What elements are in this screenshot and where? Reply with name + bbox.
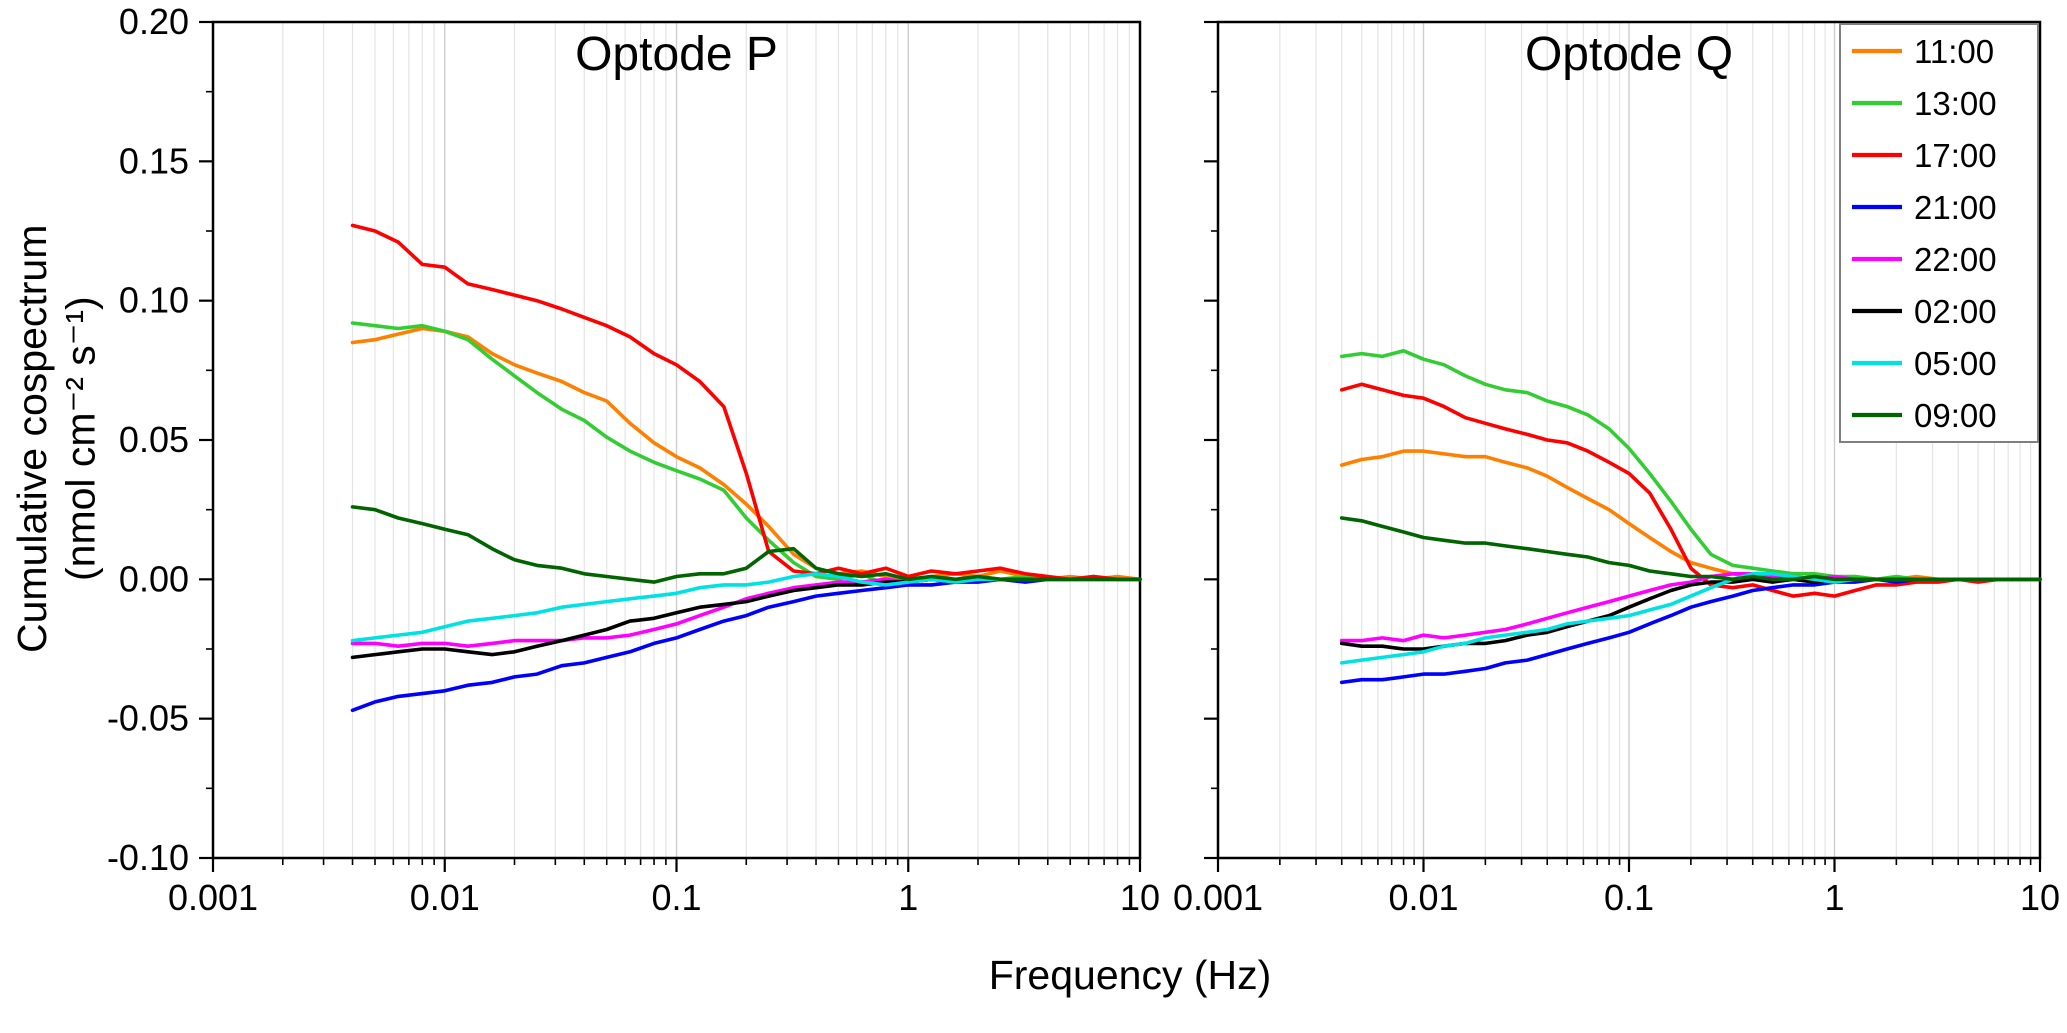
x-tick-label: 10 [2020,877,2060,918]
x-tick-label: 0.1 [1604,877,1654,918]
panel-title: Optode P [575,28,778,81]
series-line-09-00 [350,505,1142,584]
legend-label: 02:00 [1914,293,1997,330]
legend-label: 09:00 [1914,397,1997,434]
legend-entry-13-00: 13:00 [1852,85,1997,122]
series-line-17-00 [350,223,1142,582]
legend-entry-05-00: 05:00 [1852,345,1997,382]
panel-optode-p: 0.001 0.01 0.1 1 10 0.20 0.15 0.10 0.05 0.00 -0.05… [107,1,1160,918]
legend-label: 05:00 [1914,345,1997,382]
x-tick-label: 0.001 [168,877,258,918]
legend-box [1839,23,2039,443]
x-tick-label: 0.001 [1173,877,1263,918]
y-axis-title: Cumulative cospectrum (nmol cm⁻² s⁻¹) [8,18,105,860]
legend-label: 22:00 [1914,241,1997,278]
panel-title: Optode Q [1525,28,1733,81]
y-tick-label: -0.10 [107,837,189,878]
x-tick-label: 0.1 [651,877,701,918]
x-tick-label: 10 [1120,877,1160,918]
legend: 11:00 13:00 17:00 21:00 22:00 02:00 05:00 09:00 [1839,23,2039,443]
legend-label: 17:00 [1914,137,1997,174]
legend-entry-22-00: 22:00 [1852,241,1997,278]
x-tick-label: 1 [1824,877,1844,918]
y-axis-title-line2: (nmol cm⁻² s⁻¹) [57,296,104,582]
x-tick-label: 0.01 [1388,877,1458,918]
legend-label: 21:00 [1914,189,1997,226]
x-tick-label: 1 [898,877,918,918]
x-tick-label: 0.01 [410,877,480,918]
series-line-11-00 [350,326,1142,584]
series-line-11-00 [1339,449,2042,582]
legend-entry-11-00: 11:00 [1852,33,1994,70]
y-tick-label: -0.05 [107,698,189,739]
y-tick-label: 0.00 [119,558,189,599]
legend-entry-17-00: 17:00 [1852,137,1997,174]
y-axis-title-line1: Cumulative cospectrum [9,224,55,654]
series-line-17-00 [1339,382,2042,598]
panel-frame [1216,20,2042,860]
x-axis-title: Frequency (Hz) [988,952,1272,998]
legend-entry-21-00: 21:00 [1852,189,1997,226]
panel-optode-q: 0.001 0.01 0.1 1 10 Optode Q [1173,20,2060,918]
series-line-09-00 [1339,516,2042,582]
y-tick-label: 0.15 [119,140,189,181]
legend-label: 13:00 [1914,85,1997,122]
y-tick-label: 0.10 [119,280,189,321]
legend-entry-09-00: 09:00 [1852,397,1997,434]
y-tick-label: 0.05 [119,419,189,460]
legend-label: 11:00 [1914,33,1994,70]
legend-entry-02-00: 02:00 [1852,293,1997,330]
y-tick-label: 0.20 [119,1,189,42]
panel-frame [211,20,1142,860]
